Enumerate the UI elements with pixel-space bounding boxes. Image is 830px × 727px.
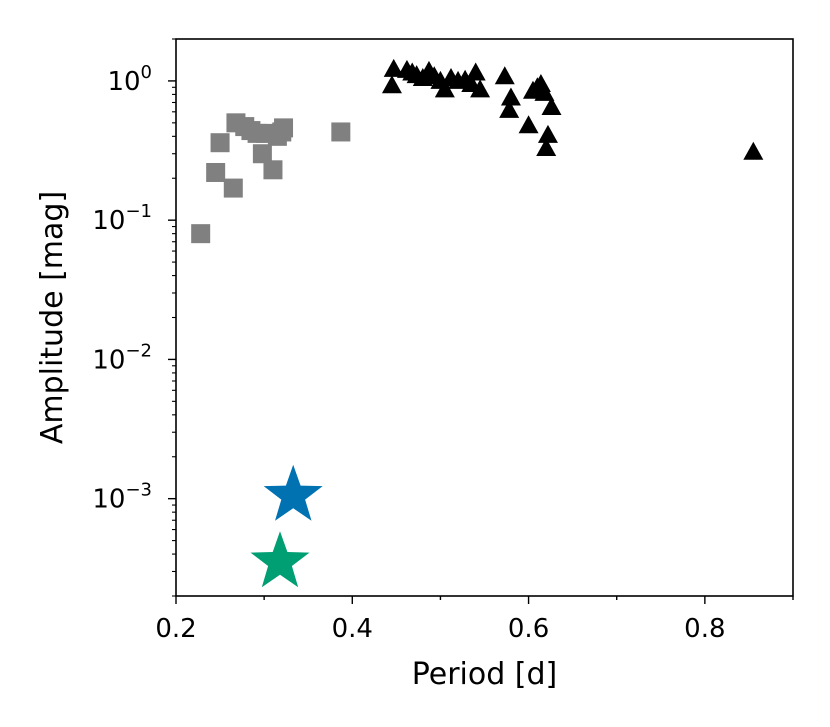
triangle-marker bbox=[518, 115, 539, 134]
axis-ticks: 0.2 0.4 0.6 0.8 100 10−1 10−2 10−3 bbox=[92, 38, 794, 644]
square-marker bbox=[252, 144, 272, 164]
x-tick-label: 0.2 bbox=[155, 614, 196, 644]
triangle-marker bbox=[494, 66, 515, 85]
triangle-marker bbox=[541, 96, 562, 115]
triangle-marker bbox=[470, 79, 491, 98]
triangle-marker bbox=[743, 141, 764, 160]
triangle-marker bbox=[465, 62, 486, 81]
plot-frame bbox=[175, 38, 794, 597]
square-marker bbox=[191, 224, 211, 244]
square-marker bbox=[210, 133, 230, 153]
x-axis-label: Period [d] bbox=[412, 657, 558, 692]
square-marker bbox=[223, 178, 243, 198]
x-tick-label: 0.6 bbox=[508, 614, 549, 644]
y-tick-label: 10−2 bbox=[92, 340, 152, 375]
triangle-marker bbox=[534, 82, 555, 101]
square-marker bbox=[331, 122, 351, 142]
plot-area bbox=[176, 39, 793, 596]
triangle-marker bbox=[499, 99, 520, 118]
square-marker bbox=[274, 118, 294, 138]
y-tick-label: 10−1 bbox=[92, 201, 152, 236]
triangle-marker bbox=[383, 58, 404, 77]
star-marker bbox=[250, 531, 310, 588]
triangle-marker bbox=[381, 75, 402, 94]
y-axis-label: Amplitude [mag] bbox=[35, 191, 70, 444]
y-tick-label: 10−3 bbox=[92, 480, 152, 515]
triangle-marker bbox=[434, 79, 455, 98]
triangle-marker bbox=[536, 137, 557, 156]
square-marker bbox=[206, 162, 226, 182]
x-tick-label: 0.4 bbox=[332, 614, 373, 644]
y-tick-label: 100 bbox=[107, 62, 152, 97]
data-marks bbox=[191, 58, 764, 588]
triangle-marker bbox=[537, 124, 558, 143]
triangle-marker bbox=[500, 87, 521, 106]
star-marker bbox=[263, 464, 323, 521]
square-marker bbox=[263, 160, 283, 180]
x-tick-label: 0.8 bbox=[684, 614, 725, 644]
